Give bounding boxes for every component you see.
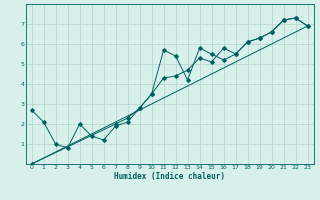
X-axis label: Humidex (Indice chaleur): Humidex (Indice chaleur): [114, 172, 225, 181]
